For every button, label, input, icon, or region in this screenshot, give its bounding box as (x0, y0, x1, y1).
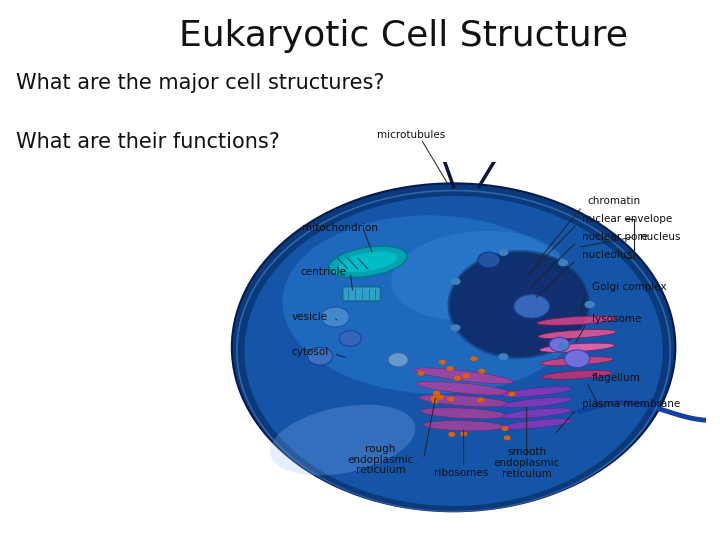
Ellipse shape (338, 252, 397, 272)
Ellipse shape (461, 262, 577, 347)
Text: chromatin: chromatin (588, 196, 640, 206)
Circle shape (462, 373, 469, 379)
Text: centriole: centriole (300, 267, 346, 278)
Text: cytosol: cytosol (292, 347, 328, 356)
Circle shape (460, 431, 467, 436)
FancyBboxPatch shape (343, 287, 380, 301)
Circle shape (446, 366, 454, 371)
Circle shape (418, 371, 425, 376)
Ellipse shape (414, 368, 513, 384)
Circle shape (477, 397, 485, 402)
Ellipse shape (418, 395, 509, 407)
Text: What are their functions?: What are their functions? (16, 132, 279, 152)
Ellipse shape (502, 418, 572, 429)
Circle shape (451, 278, 461, 285)
Text: mitochondrion: mitochondrion (302, 223, 379, 233)
Ellipse shape (423, 421, 504, 431)
Circle shape (448, 432, 455, 437)
Circle shape (307, 347, 333, 365)
Circle shape (447, 397, 454, 402)
Text: What are the major cell structures?: What are the major cell structures? (16, 73, 384, 93)
Text: nucleus: nucleus (640, 232, 680, 242)
Text: lysosome: lysosome (593, 314, 642, 324)
Circle shape (549, 338, 570, 352)
Ellipse shape (391, 231, 567, 321)
Circle shape (498, 353, 508, 360)
Text: Eukaryotic Cell Structure: Eukaryotic Cell Structure (179, 19, 628, 53)
Circle shape (498, 249, 508, 256)
Ellipse shape (416, 381, 511, 395)
Circle shape (501, 426, 508, 431)
Ellipse shape (542, 370, 612, 379)
Text: smooth
endoplasmic
reticulum: smooth endoplasmic reticulum (493, 447, 560, 479)
Text: flagellum: flagellum (593, 373, 641, 383)
Circle shape (438, 360, 446, 365)
Circle shape (558, 259, 568, 266)
Ellipse shape (538, 329, 616, 339)
Circle shape (451, 324, 461, 332)
Ellipse shape (421, 408, 506, 418)
Text: nuclear pore: nuclear pore (582, 232, 648, 242)
Ellipse shape (539, 343, 615, 352)
Circle shape (470, 356, 477, 361)
Circle shape (431, 395, 438, 401)
Circle shape (454, 376, 461, 381)
Ellipse shape (245, 196, 662, 506)
Ellipse shape (541, 357, 613, 366)
Ellipse shape (282, 215, 585, 394)
Circle shape (478, 252, 500, 268)
Ellipse shape (514, 295, 549, 318)
Text: ribosomes: ribosomes (434, 468, 488, 478)
Text: rough
endoplasmic
reticulum: rough endoplasmic reticulum (347, 444, 414, 475)
Ellipse shape (502, 387, 572, 397)
Circle shape (478, 369, 485, 374)
Circle shape (437, 395, 444, 400)
Circle shape (564, 350, 590, 368)
Ellipse shape (449, 251, 590, 358)
Ellipse shape (328, 246, 408, 278)
Text: microtubules: microtubules (377, 130, 445, 140)
Circle shape (585, 301, 595, 308)
Circle shape (339, 330, 361, 346)
Circle shape (585, 301, 595, 308)
Text: Golgi complex: Golgi complex (593, 282, 667, 292)
Circle shape (558, 343, 568, 350)
Ellipse shape (502, 397, 572, 408)
Ellipse shape (232, 184, 675, 511)
Circle shape (508, 392, 516, 396)
Ellipse shape (270, 405, 415, 475)
Text: nucleolus: nucleolus (582, 249, 632, 260)
Circle shape (388, 353, 408, 367)
Circle shape (431, 399, 438, 404)
Ellipse shape (502, 408, 572, 418)
Text: vesicle: vesicle (292, 312, 328, 322)
Ellipse shape (537, 316, 617, 325)
Text: plasma membrane: plasma membrane (582, 400, 680, 409)
Text: nuclear envelope: nuclear envelope (582, 214, 672, 224)
Circle shape (433, 390, 440, 396)
Circle shape (503, 435, 510, 440)
Circle shape (321, 307, 349, 327)
